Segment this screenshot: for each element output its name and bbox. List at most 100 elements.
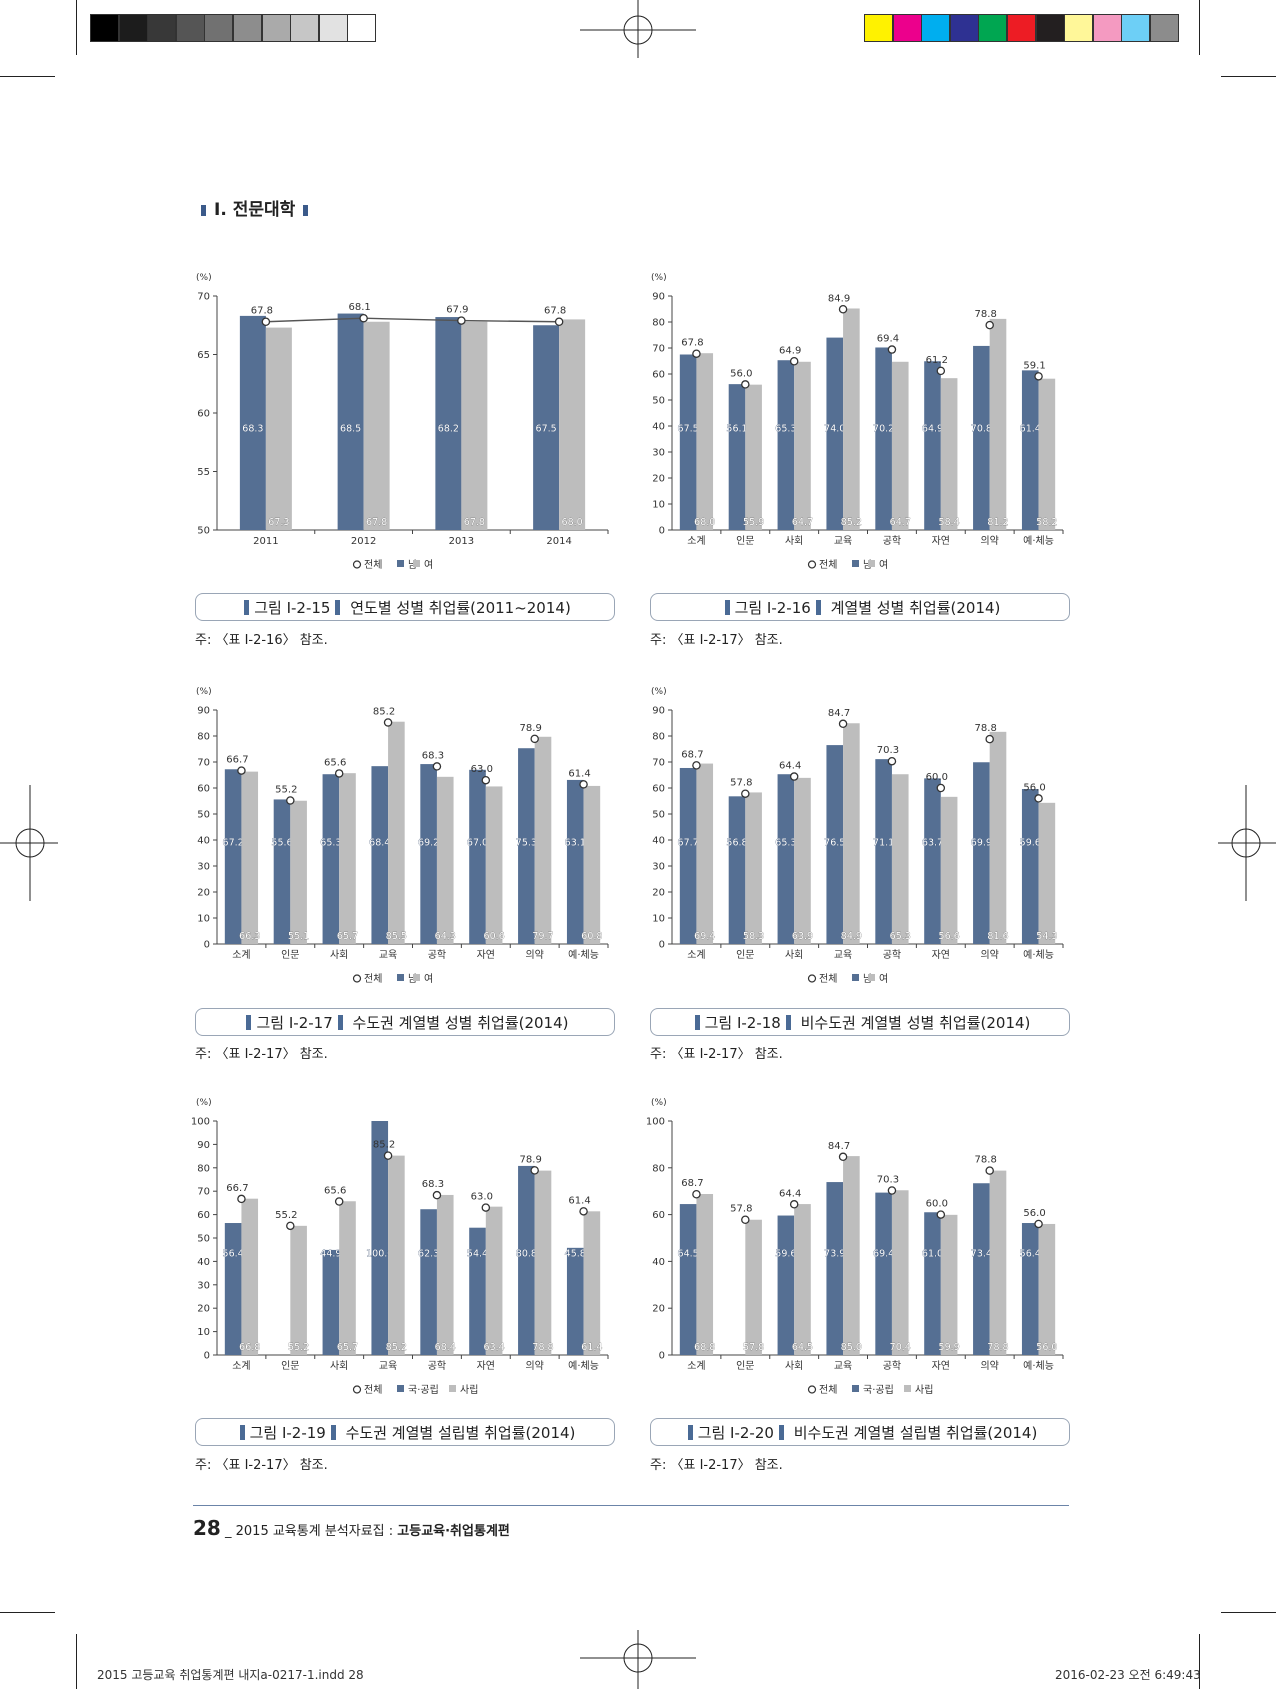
- chart-svg: (%) 0 10 20 30 40 50 60 70 80 90 소계 67.7 69.4 인문 56.8 58…: [651, 687, 1064, 985]
- x-tick-label: 예·체능: [1023, 1360, 1054, 1372]
- total-label: 85.2: [373, 706, 395, 717]
- slug-timestamp: 2016-02-23 오전 6:49:43: [1055, 1668, 1201, 1682]
- bar-series-1: [679, 1204, 697, 1355]
- bar-series-2: [534, 1170, 552, 1355]
- bar-label-series-2: 63.9: [792, 931, 813, 942]
- title-marker-icon: [303, 204, 309, 216]
- total-label: 69.4: [877, 334, 899, 345]
- x-tick-label: 공학: [883, 535, 901, 547]
- legend-marker-total: [807, 1385, 817, 1394]
- y-tick-label: 90: [652, 706, 665, 717]
- title-marker-icon: [201, 204, 206, 216]
- bar-label-series-1: 70.8: [971, 424, 992, 435]
- bar-label-series-2: 63.4: [484, 1342, 505, 1353]
- bar-series-2: [696, 1194, 714, 1355]
- bar-label-series-2: 55.2: [288, 1342, 309, 1353]
- x-tick-label: 교육: [834, 949, 852, 961]
- figure-note: 주: 〈표 Ⅰ-2-17〉 참조.: [195, 1047, 328, 1062]
- bar-series-2: [940, 378, 958, 530]
- x-tick-label: 2012: [351, 536, 376, 547]
- x-tick-label: 교육: [834, 1360, 852, 1372]
- total-point: [936, 366, 946, 376]
- bar-label-series-2: 65.3: [890, 931, 911, 942]
- bar-label-series-1: 64.5: [678, 1249, 699, 1260]
- bar-label-series-1: 73.9: [824, 1249, 845, 1260]
- bar-series-2: [1038, 378, 1056, 530]
- total-label: 78.9: [520, 723, 542, 734]
- bar-series-2: [745, 384, 762, 530]
- y-tick-label: 80: [197, 732, 210, 743]
- x-tick-label: 인문: [736, 535, 754, 547]
- total-label: 78.9: [520, 1154, 542, 1165]
- bar-series-1: [1021, 1223, 1039, 1355]
- bar-series-1: [924, 361, 941, 530]
- bar-series-2: [363, 321, 390, 530]
- bar-series-2: [989, 318, 1007, 530]
- x-tick-label: 의약: [980, 1360, 998, 1372]
- bar-label-series-2: 79.7: [532, 931, 553, 942]
- figure-note: 주: 〈표 Ⅰ-2-17〉 참조.: [650, 1458, 783, 1473]
- bar-series-2: [1038, 1223, 1056, 1355]
- bar-series-1: [875, 759, 892, 944]
- color-swatch: [978, 14, 1008, 42]
- x-tick-label: 자연: [477, 1360, 495, 1372]
- bar-series-1: [728, 796, 746, 944]
- total-label: 65.6: [324, 757, 346, 768]
- total-label: 63.0: [471, 1192, 493, 1203]
- bar-series-1: [337, 313, 364, 530]
- total-point: [936, 783, 946, 793]
- chart-svg: (%) 50 55 60 65 70 2011 68.3 67.3 2012 68.5 67.8 201…: [196, 273, 609, 571]
- total-label: 84.7: [828, 708, 850, 719]
- x-tick-label: 의약: [525, 1360, 543, 1372]
- gray-swatch: [290, 14, 320, 42]
- figure-caption: 그림 Ⅰ-2-15 연도별 성별 취업률(2011~2014): [195, 593, 615, 621]
- chart-fig-15: (%) 50 55 60 65 70 2011 68.3 67.3 2012 68.5 67.8 201…: [190, 268, 620, 578]
- bar-series-2: [940, 1214, 958, 1355]
- total-label: 67.8: [681, 338, 703, 349]
- bar-label-series-1: 54.4: [467, 1249, 488, 1260]
- x-tick-label: 사회: [330, 949, 348, 961]
- bar-series-2: [485, 1206, 503, 1355]
- x-tick-label: 소계: [687, 949, 705, 961]
- color-swatch: [949, 14, 979, 42]
- legend-marker-series-2: [904, 1385, 911, 1392]
- bar-label-series-2: 78.8: [532, 1342, 553, 1353]
- bar-label-series-2: 69.4: [694, 931, 715, 942]
- x-tick-label: 소계: [687, 535, 705, 547]
- bar-series-2: [745, 1219, 762, 1355]
- legend-label: 여: [879, 559, 888, 571]
- bar-label-series-2: 64.5: [792, 1342, 813, 1353]
- bar-series-1: [518, 748, 535, 944]
- x-tick-label: 공학: [428, 1360, 446, 1372]
- total-label: 57.8: [730, 1204, 752, 1215]
- bar-series-2: [583, 785, 601, 944]
- x-tick-label: 공학: [883, 949, 901, 961]
- color-swatch: [1150, 14, 1179, 42]
- bar-label-series-1: 71.1: [873, 838, 894, 849]
- total-label: 67.8: [544, 306, 566, 317]
- x-tick-label: 소계: [232, 949, 250, 961]
- y-tick-label: 10: [652, 500, 665, 511]
- bar-label-series-2: 85.2: [386, 1342, 407, 1353]
- color-swatch: [864, 14, 893, 42]
- bar-series-1: [875, 347, 892, 530]
- bar-label-series-2: 58.3: [743, 931, 764, 942]
- y-tick-label: 70: [197, 292, 210, 303]
- total-point: [887, 1186, 897, 1195]
- x-tick-label: 공학: [428, 949, 446, 961]
- legend-marker-series-1: [852, 1385, 859, 1392]
- chart-svg: (%) 0 10 20 30 40 50 60 70 80 90 100 소계 56.4 66.8 인문 55.…: [191, 1098, 609, 1396]
- total-label: 64.4: [779, 1188, 801, 1199]
- figure-note: 주: 〈표 Ⅰ-2-17〉 참조.: [195, 1458, 328, 1473]
- total-point: [692, 349, 701, 358]
- gray-swatch: [261, 14, 291, 42]
- bar-series-1: [469, 769, 486, 944]
- chart-fig-20: (%) 0 20 40 60 80 100 소계 64.5 68.8 인문 57.8 사회 59.6 64.…: [645, 1093, 1075, 1403]
- bar-label-series-1: 61.4: [1020, 424, 1041, 435]
- bar-label-series-1: 56.8: [726, 838, 747, 849]
- legend-label: 전체: [364, 1384, 382, 1396]
- figure-caption: 그림 Ⅰ-2-16 계열별 성별 취업률(2014): [650, 593, 1070, 621]
- bar-label-series-1: 55.6: [271, 838, 292, 849]
- x-tick-label: 인문: [736, 949, 754, 961]
- total-point: [554, 317, 564, 326]
